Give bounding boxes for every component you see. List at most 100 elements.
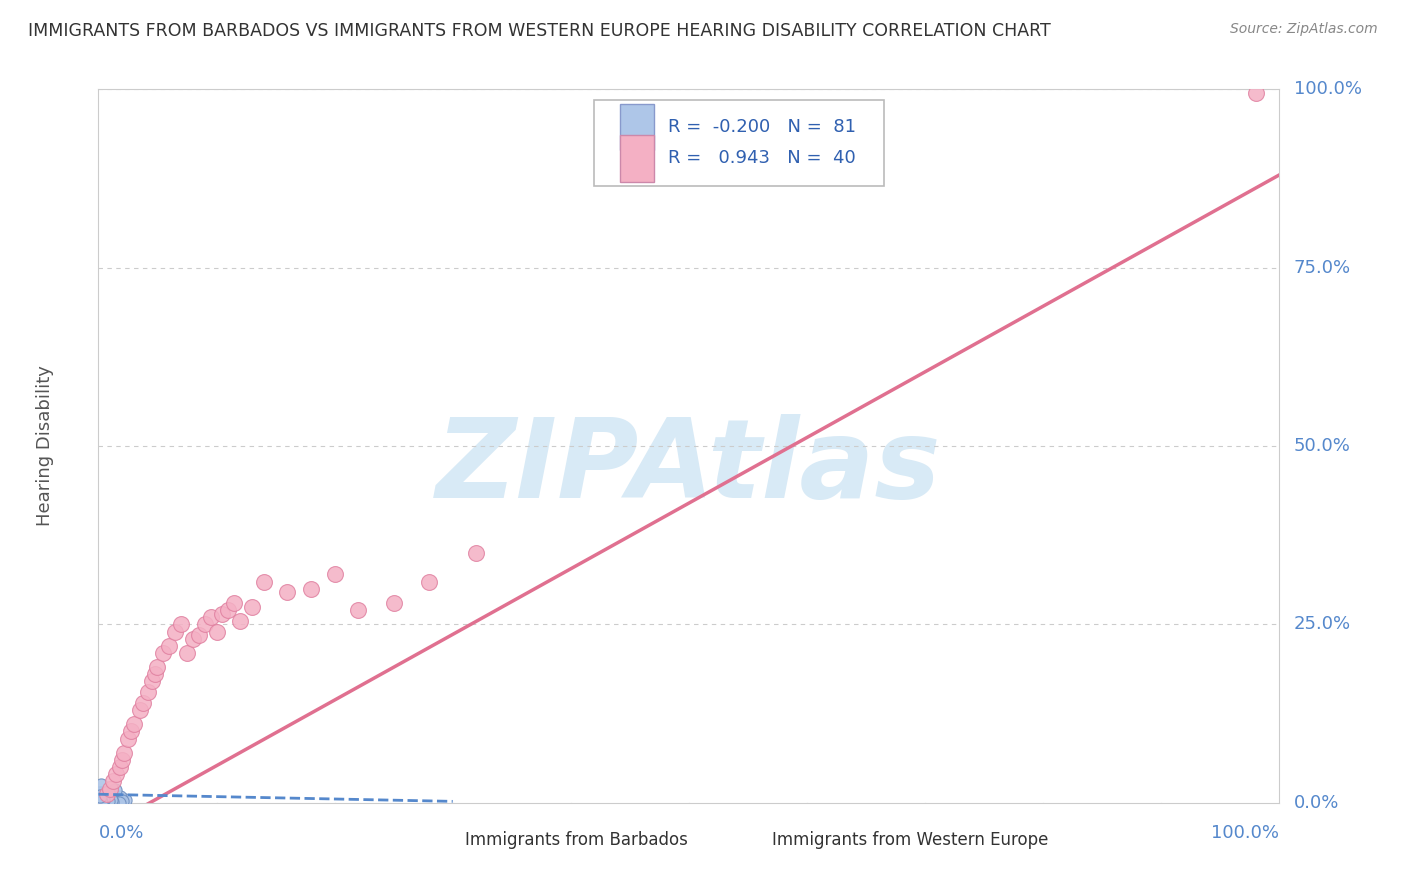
Text: 25.0%: 25.0% <box>1294 615 1351 633</box>
Point <box>96 794 118 808</box>
Point <box>112 746 135 760</box>
Point <box>101 795 124 809</box>
Point <box>91 789 114 803</box>
Text: Immigrants from Barbados: Immigrants from Barbados <box>464 831 688 849</box>
Point <box>104 791 127 805</box>
Point <box>89 795 111 809</box>
Point <box>181 632 204 646</box>
Point <box>96 796 118 810</box>
Point <box>90 793 112 807</box>
Point <box>90 789 112 803</box>
Point <box>187 628 209 642</box>
Point <box>108 789 131 804</box>
Point <box>91 795 114 809</box>
Point <box>141 674 163 689</box>
Point <box>194 617 217 632</box>
Point <box>87 795 110 809</box>
Point <box>122 717 145 731</box>
Point <box>105 767 128 781</box>
Point <box>93 792 115 806</box>
Point <box>90 796 112 810</box>
Point <box>94 790 117 805</box>
Point <box>253 574 276 589</box>
Point <box>176 646 198 660</box>
Point <box>87 796 110 810</box>
Point <box>90 795 112 809</box>
Point <box>224 596 246 610</box>
Point <box>98 796 121 810</box>
Point <box>347 603 370 617</box>
Point <box>87 788 110 802</box>
Point <box>91 796 114 810</box>
Text: ZIPAtlas: ZIPAtlas <box>436 414 942 521</box>
Point <box>96 793 118 807</box>
Point <box>97 795 120 809</box>
Point <box>157 639 180 653</box>
Point <box>96 790 118 805</box>
Text: Source: ZipAtlas.com: Source: ZipAtlas.com <box>1230 22 1378 37</box>
Point <box>90 789 112 803</box>
Point <box>97 795 120 809</box>
Point <box>89 796 111 810</box>
Point <box>229 614 252 628</box>
Point <box>240 599 263 614</box>
Point <box>90 786 112 800</box>
Point <box>96 792 118 806</box>
Point <box>91 792 114 806</box>
Point <box>89 796 111 810</box>
FancyBboxPatch shape <box>620 136 654 182</box>
Point <box>323 567 346 582</box>
Point <box>89 794 111 808</box>
Point <box>170 617 193 632</box>
Point <box>90 792 112 806</box>
Point <box>91 793 114 807</box>
Point <box>121 724 143 739</box>
Point <box>89 791 111 805</box>
Text: 0.0%: 0.0% <box>98 824 143 842</box>
Point <box>91 789 114 804</box>
Point <box>114 793 136 807</box>
Point <box>165 624 187 639</box>
FancyBboxPatch shape <box>620 103 654 150</box>
FancyBboxPatch shape <box>595 100 884 186</box>
Point <box>93 790 115 805</box>
Text: 75.0%: 75.0% <box>1294 259 1351 277</box>
Point <box>91 794 114 808</box>
Text: 100.0%: 100.0% <box>1212 824 1279 842</box>
Point <box>91 787 114 801</box>
Point <box>91 793 114 807</box>
Point <box>276 585 298 599</box>
Point <box>111 753 134 767</box>
Point <box>91 791 114 805</box>
Point <box>90 792 112 806</box>
Text: Hearing Disability: Hearing Disability <box>37 366 55 526</box>
Point <box>90 792 112 806</box>
Text: 0.0%: 0.0% <box>1294 794 1339 812</box>
Point <box>100 795 122 809</box>
Point <box>382 596 405 610</box>
Point <box>1244 86 1267 100</box>
Point <box>143 667 166 681</box>
Point <box>96 787 118 801</box>
Point <box>90 795 112 809</box>
Point <box>93 789 115 804</box>
Point <box>97 794 120 808</box>
Point <box>87 795 110 809</box>
Point <box>108 760 131 774</box>
Point <box>101 774 124 789</box>
Point <box>91 796 114 810</box>
Point <box>146 660 169 674</box>
FancyBboxPatch shape <box>737 826 762 858</box>
Point <box>211 607 233 621</box>
Point <box>96 786 118 800</box>
Point <box>90 778 112 792</box>
Point <box>100 793 122 807</box>
Text: IMMIGRANTS FROM BARBADOS VS IMMIGRANTS FROM WESTERN EUROPE HEARING DISABILITY CO: IMMIGRANTS FROM BARBADOS VS IMMIGRANTS F… <box>28 22 1050 40</box>
Point <box>136 685 159 699</box>
Point <box>91 790 114 805</box>
Point <box>87 795 110 809</box>
Point <box>89 789 111 804</box>
Point <box>87 789 110 804</box>
Point <box>111 794 134 808</box>
Point <box>98 794 121 808</box>
